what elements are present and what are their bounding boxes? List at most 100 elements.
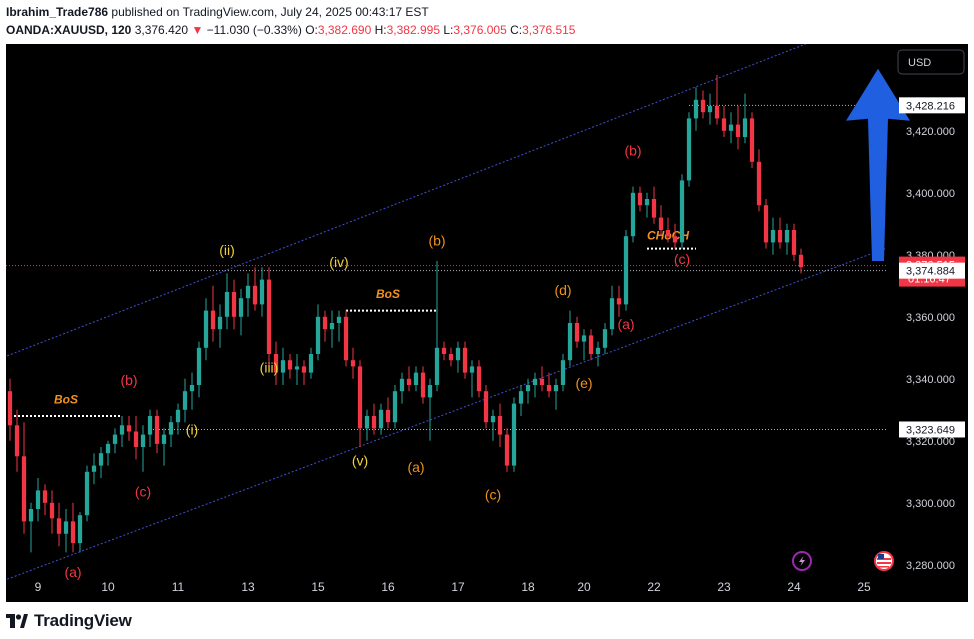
candle[interactable] [168, 416, 174, 447]
candle[interactable] [322, 310, 328, 342]
candle[interactable] [35, 478, 41, 522]
candle[interactable] [469, 360, 475, 398]
candle[interactable] [252, 267, 258, 311]
candle[interactable] [434, 261, 440, 392]
candle[interactable] [693, 87, 699, 131]
candle[interactable] [350, 347, 356, 379]
candle[interactable] [714, 75, 720, 125]
candle[interactable] [294, 354, 300, 385]
channel-line[interactable] [6, 44, 885, 360]
candle[interactable] [707, 93, 713, 125]
candle[interactable] [14, 409, 20, 472]
candle[interactable] [175, 403, 181, 435]
candle[interactable] [280, 347, 286, 385]
candle[interactable] [231, 279, 237, 330]
candle[interactable] [742, 93, 748, 144]
candle[interactable] [623, 230, 629, 311]
candle[interactable] [658, 205, 664, 237]
price-chart[interactable]: BoSBoSCHoCH (a)(b)(c)(i)(ii)(iii)(iv)(v)… [6, 44, 968, 602]
chart-area[interactable]: BoSBoSCHoCH (a)(b)(c)(i)(ii)(iii)(iv)(v)… [6, 44, 968, 602]
candle[interactable] [637, 186, 643, 212]
candle[interactable] [217, 304, 223, 348]
candle[interactable] [56, 502, 62, 547]
candle[interactable] [735, 106, 741, 150]
candle[interactable] [343, 310, 349, 367]
candle[interactable] [756, 149, 762, 212]
candle[interactable] [462, 341, 468, 379]
candle[interactable] [553, 378, 559, 410]
candle[interactable] [84, 465, 90, 522]
candle[interactable] [455, 341, 461, 373]
candle[interactable] [595, 341, 601, 367]
candle[interactable] [497, 403, 503, 447]
candle[interactable] [791, 223, 797, 261]
candle[interactable] [616, 285, 622, 317]
candle[interactable] [476, 360, 482, 398]
candle[interactable] [749, 112, 755, 168]
candle[interactable] [798, 248, 804, 274]
candle[interactable] [574, 316, 580, 348]
candle[interactable] [49, 490, 55, 534]
candle[interactable] [126, 416, 132, 441]
price-tag[interactable]: 3,323.649 [899, 421, 965, 438]
candle[interactable] [567, 310, 573, 367]
candle[interactable] [28, 502, 34, 553]
candle[interactable] [399, 372, 405, 404]
candle[interactable] [441, 341, 447, 361]
candle[interactable] [777, 217, 783, 249]
candle[interactable] [532, 372, 538, 398]
candle[interactable] [364, 409, 370, 441]
candle[interactable] [665, 217, 671, 243]
candle[interactable] [630, 186, 636, 243]
candle[interactable] [560, 354, 566, 392]
candle[interactable] [329, 310, 335, 348]
candle[interactable] [287, 354, 293, 379]
candle[interactable] [784, 223, 790, 255]
candle[interactable] [189, 372, 195, 410]
candle[interactable] [609, 285, 615, 336]
candle[interactable] [224, 273, 230, 330]
candle[interactable] [420, 366, 426, 404]
candle[interactable] [539, 366, 545, 392]
candle[interactable] [483, 385, 489, 429]
price-tag[interactable]: 3,428.216 [899, 97, 965, 114]
candle[interactable] [133, 416, 139, 460]
candle[interactable] [182, 378, 188, 423]
candle[interactable] [525, 378, 531, 404]
candle[interactable] [259, 267, 265, 317]
price-tag[interactable]: 3,374.884 [899, 262, 965, 279]
candle[interactable] [70, 502, 76, 553]
candle[interactable] [763, 199, 769, 249]
candle[interactable] [686, 112, 692, 187]
candle[interactable] [301, 360, 307, 385]
candle[interactable] [91, 453, 97, 485]
candle[interactable] [105, 440, 111, 466]
candle[interactable] [518, 385, 524, 416]
candle[interactable] [336, 310, 342, 342]
candle[interactable] [721, 106, 727, 137]
candle[interactable] [406, 366, 412, 392]
candle[interactable] [112, 428, 118, 454]
candle[interactable] [161, 428, 167, 466]
candle[interactable] [371, 403, 377, 435]
candle[interactable] [511, 397, 517, 472]
candle[interactable] [210, 285, 216, 342]
candle[interactable] [98, 447, 104, 478]
candle[interactable] [504, 428, 510, 472]
candle[interactable] [42, 484, 48, 516]
candle[interactable] [357, 360, 363, 447]
candle[interactable] [273, 341, 279, 385]
candle[interactable] [245, 273, 251, 317]
candle[interactable] [154, 409, 160, 454]
candle[interactable] [546, 372, 552, 398]
candle[interactable] [700, 90, 706, 119]
currency-button[interactable]: USD [897, 49, 965, 75]
candle[interactable] [427, 378, 433, 441]
candle[interactable] [413, 366, 419, 392]
candle[interactable] [602, 323, 608, 354]
candle[interactable] [119, 416, 125, 447]
candle[interactable] [308, 347, 314, 379]
candle[interactable] [378, 403, 384, 435]
candle[interactable] [448, 347, 454, 367]
candle[interactable] [728, 112, 734, 144]
